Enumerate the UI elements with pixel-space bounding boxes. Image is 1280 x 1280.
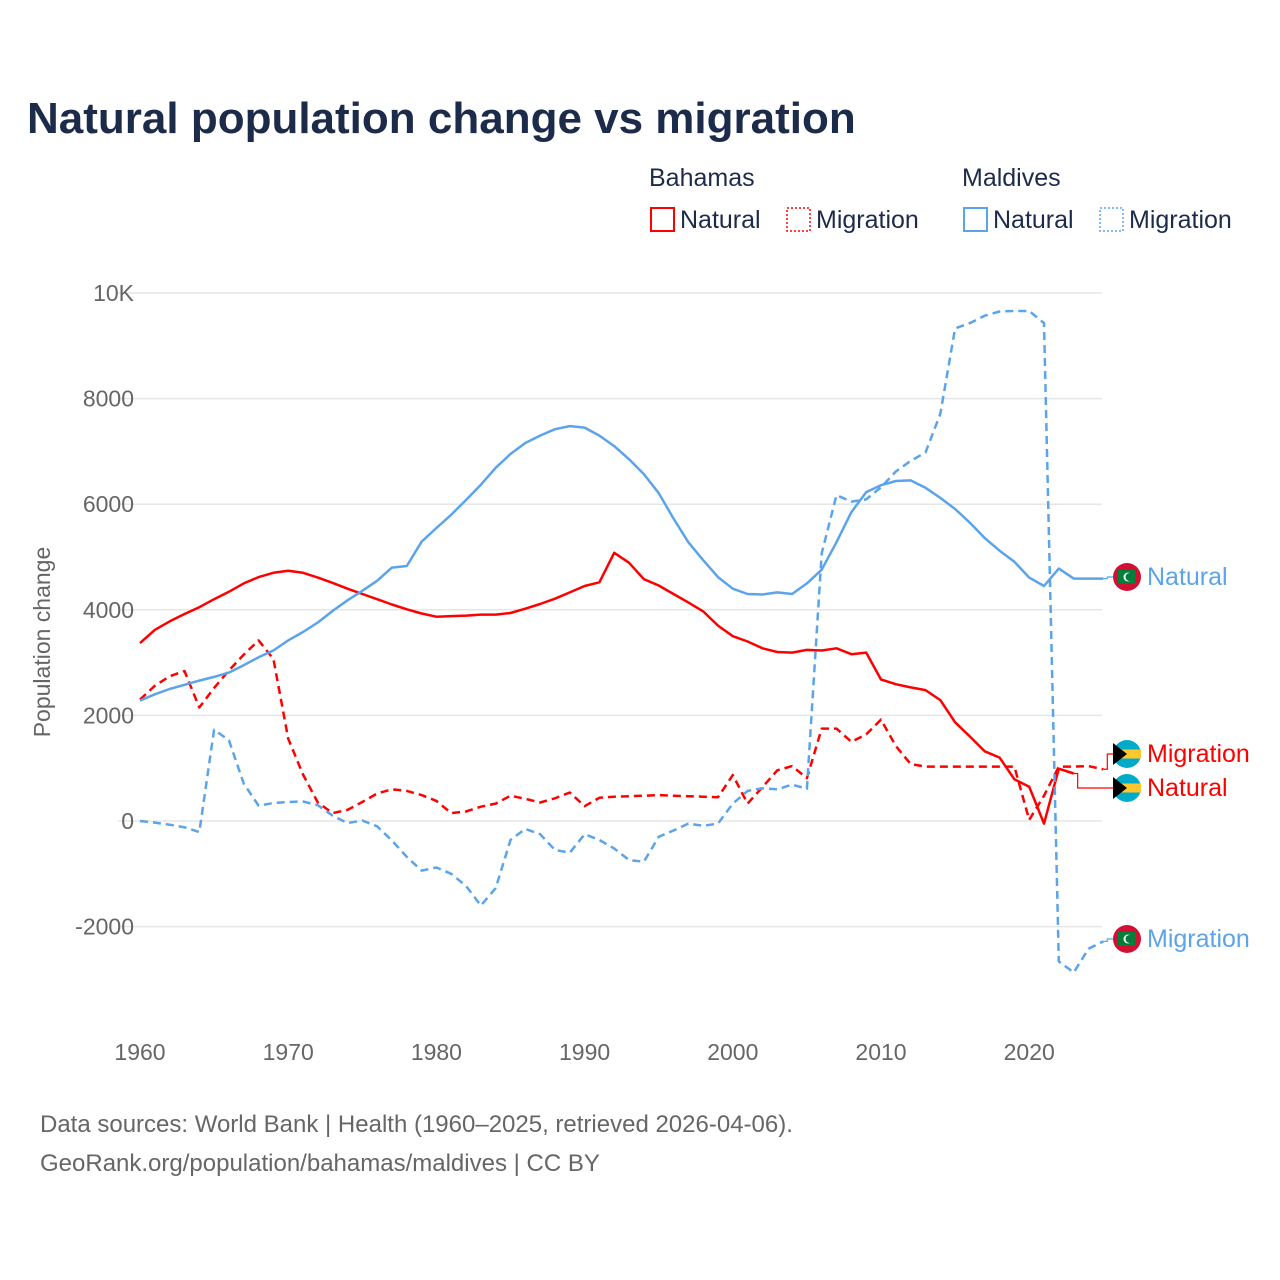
- end-label[interactable]: Migration: [1147, 740, 1250, 768]
- y-axis-label: Population change: [29, 547, 55, 738]
- maldives-flag-icon: [1113, 563, 1141, 591]
- legend-swatch-bahamas-migration[interactable]: [786, 207, 811, 232]
- x-tick-label: 2010: [855, 1039, 906, 1065]
- series-line-maldives-migration[interactable]: [139, 309, 1104, 974]
- label-connector: [1103, 576, 1114, 580]
- legend-label-bahamas-migration[interactable]: Migration: [816, 206, 919, 234]
- maldives-flag-icon: [1113, 925, 1141, 953]
- series-line-bahamas-natural[interactable]: [139, 551, 1075, 825]
- y-tick-label: 4000: [83, 597, 134, 623]
- label-connector: [1103, 753, 1114, 770]
- y-tick-label: 10K: [93, 280, 135, 306]
- flag-triangle: [1113, 777, 1127, 799]
- x-tick-label: 1970: [263, 1039, 314, 1065]
- source-line-2[interactable]: GeoRank.org/population/bahamas/maldives …: [40, 1150, 600, 1177]
- y-tick-label: 2000: [83, 702, 134, 728]
- legend-group-bahamas: Bahamas: [649, 164, 755, 192]
- label-connector: [1073, 772, 1114, 789]
- series-line-maldives-natural[interactable]: [139, 424, 1104, 702]
- label-connector: [1103, 938, 1114, 942]
- x-tick-label: 2020: [1004, 1039, 1055, 1065]
- x-tick-label: 2000: [707, 1039, 758, 1065]
- x-tick-label: 1990: [559, 1039, 610, 1065]
- flag-triangle: [1113, 743, 1127, 765]
- source-line-1: Data sources: World Bank | Health (1960–…: [40, 1111, 793, 1138]
- bahamas-flag-icon: [1113, 774, 1141, 802]
- legend-swatch-bahamas-natural[interactable]: [650, 207, 675, 232]
- legend-group-maldives: Maldives: [962, 164, 1061, 192]
- end-label[interactable]: Natural: [1147, 563, 1228, 591]
- x-tick-label: 1960: [114, 1039, 165, 1065]
- legend-swatch-maldives-natural[interactable]: [963, 207, 988, 232]
- legend-swatch-maldives-migration[interactable]: [1099, 207, 1124, 232]
- legend-label-maldives-migration[interactable]: Migration: [1129, 206, 1232, 234]
- end-label[interactable]: Migration: [1147, 925, 1250, 953]
- end-label[interactable]: Natural: [1147, 774, 1228, 802]
- y-tick-label: 8000: [83, 386, 134, 412]
- crescent-cut: [1125, 573, 1134, 581]
- legend-label-bahamas-natural[interactable]: Natural: [680, 206, 761, 234]
- y-tick-label: 6000: [83, 491, 134, 517]
- y-tick-label: -2000: [75, 914, 134, 940]
- legend: Bahamas Maldives Natural Migration Natur…: [649, 164, 1232, 234]
- y-tick-label: 0: [121, 808, 134, 834]
- crescent-cut: [1125, 935, 1134, 943]
- x-tick-label: 1980: [411, 1039, 462, 1065]
- bahamas-flag-icon: [1113, 740, 1141, 768]
- chart-title: Natural population change vs migration: [27, 94, 856, 143]
- legend-label-maldives-natural[interactable]: Natural: [993, 206, 1074, 234]
- series-line-bahamas-migration[interactable]: [139, 639, 1104, 822]
